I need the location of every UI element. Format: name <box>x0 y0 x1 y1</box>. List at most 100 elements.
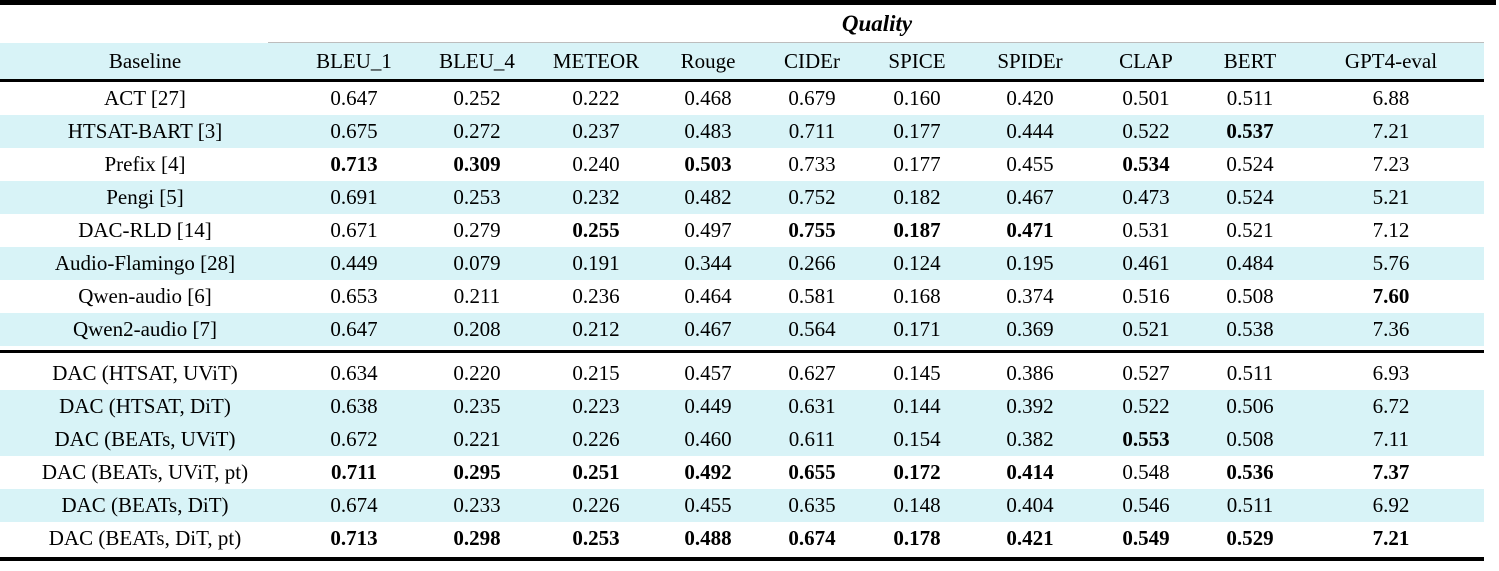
metric-cell: 0.638 <box>330 394 378 418</box>
metric-cell: 0.253 <box>572 526 620 550</box>
metric-cell: 0.503 <box>684 152 732 176</box>
metric-cell: 0.279 <box>453 218 501 242</box>
metric-cell: 0.674 <box>330 493 378 517</box>
baseline-cell: DAC (BEATs, DiT, pt) <box>48 526 242 550</box>
metric-cell: 0.266 <box>788 251 836 275</box>
metric-cell: 0.223 <box>572 394 620 418</box>
header-bottom-rule <box>0 79 1484 82</box>
metric-cell: 6.72 <box>1372 394 1410 418</box>
metric-cell: 0.171 <box>893 317 941 341</box>
metric-cell: 0.182 <box>893 185 941 209</box>
metric-cell: 0.713 <box>330 152 378 176</box>
metric-cell: 0.524 <box>1226 185 1274 209</box>
baseline-cell: Audio-Flamingo [28] <box>54 251 236 275</box>
metric-cell: 0.251 <box>572 460 620 484</box>
baseline-cell: Pengi [5] <box>106 185 184 209</box>
metric-cell: 0.511 <box>1226 493 1274 517</box>
metric-cell: 0.534 <box>1122 152 1170 176</box>
metric-cell: 0.497 <box>684 218 732 242</box>
metric-cell: 0.627 <box>788 361 836 385</box>
baseline-cell: ACT [27] <box>104 86 186 110</box>
metric-cell: 0.252 <box>453 86 501 110</box>
metric-cell: 7.21 <box>1372 119 1410 143</box>
metric-cell: 0.449 <box>684 394 732 418</box>
quality-group-header: Quality <box>841 10 913 36</box>
metric-cell: 0.691 <box>330 185 378 209</box>
metric-cell: 0.508 <box>1226 284 1274 308</box>
metric-cell: 0.168 <box>893 284 941 308</box>
metric-cell: 0.386 <box>1006 361 1054 385</box>
column-header-rouge: Rouge <box>680 48 736 73</box>
metric-cell: 0.755 <box>788 218 836 242</box>
metric-cell: 0.671 <box>330 218 378 242</box>
metric-cell: 0.212 <box>572 317 620 341</box>
baseline-cell: DAC-RLD [14] <box>78 218 212 242</box>
metric-cell: 0.449 <box>330 251 378 275</box>
baseline-cell: Qwen-audio [6] <box>78 284 212 308</box>
metric-cell: 0.506 <box>1226 394 1274 418</box>
metric-cell: 0.711 <box>330 460 378 484</box>
metric-cell: 0.272 <box>453 119 501 143</box>
table-row: Pengi [5] 0.691 0.253 0.232 0.482 0.752 0.182 0… <box>0 181 1484 214</box>
metric-cell: 7.11 <box>1373 427 1409 451</box>
metric-cell: 0.420 <box>1006 86 1054 110</box>
metric-cell: 0.177 <box>893 119 941 143</box>
metric-cell: 0.298 <box>453 526 501 550</box>
metric-cell: 0.468 <box>684 86 732 110</box>
metric-cell: 0.647 <box>330 86 378 110</box>
column-header-spice: SPICE <box>888 48 946 73</box>
metric-cell: 0.253 <box>453 185 501 209</box>
metric-cell: 0.344 <box>684 251 732 275</box>
metric-cell: 0.421 <box>1006 526 1054 550</box>
metric-cell: 0.457 <box>684 361 732 385</box>
metric-cell: 0.471 <box>1006 218 1054 242</box>
metric-cell: 7.36 <box>1372 317 1410 341</box>
metric-cell: 0.382 <box>1006 427 1054 451</box>
metric-cell: 0.467 <box>684 317 732 341</box>
metric-cell: 6.93 <box>1372 361 1410 385</box>
baseline-cell: DAC (HTSAT, DiT) <box>59 394 231 418</box>
metric-cell: 6.88 <box>1372 86 1410 110</box>
baseline-cell: DAC (BEATs, UViT, pt) <box>41 460 249 484</box>
metric-cell: 0.501 <box>1122 86 1170 110</box>
metric-cell: 0.191 <box>572 251 620 275</box>
metric-cell: 0.564 <box>788 317 836 341</box>
metric-cell: 0.529 <box>1226 526 1274 550</box>
table-row: DAC-RLD [14] 0.671 0.279 0.255 0.497 0.755 0.1… <box>0 214 1484 247</box>
metric-cell: 0.647 <box>330 317 378 341</box>
metric-cell: 0.215 <box>572 361 620 385</box>
metric-cell: 0.235 <box>453 394 501 418</box>
table-row: DAC (HTSAT, UViT) 0.634 0.220 0.215 0.457 0.6… <box>0 357 1484 390</box>
metric-cell: 0.467 <box>1006 185 1054 209</box>
metric-cell: 0.511 <box>1226 361 1274 385</box>
metric-cell: 7.21 <box>1372 526 1410 550</box>
metric-cell: 0.482 <box>684 185 732 209</box>
metric-cell: 0.222 <box>572 86 620 110</box>
metric-cell: 0.233 <box>453 493 501 517</box>
metric-cell: 0.414 <box>1006 460 1054 484</box>
metric-cell: 0.455 <box>684 493 732 517</box>
metric-cell: 0.404 <box>1006 493 1054 517</box>
metric-cell: 0.464 <box>684 284 732 308</box>
metric-cell: 0.483 <box>684 119 732 143</box>
metric-cell: 0.221 <box>453 427 501 451</box>
metric-cell: 0.511 <box>1226 86 1274 110</box>
metric-cell: 0.309 <box>453 152 501 176</box>
column-header-spider: SPIDEr <box>997 48 1063 73</box>
baseline-cell: Prefix [4] <box>104 152 186 176</box>
table-row: DAC (HTSAT, DiT) 0.638 0.235 0.223 0.449 0.63… <box>0 390 1484 423</box>
metric-cell: 0.611 <box>788 427 836 451</box>
metric-cell: 0.521 <box>1122 317 1170 341</box>
metric-cell: 0.711 <box>788 119 836 143</box>
baseline-cell: Qwen2-audio [7] <box>72 317 218 341</box>
metric-cell: 0.522 <box>1122 394 1170 418</box>
table-row: Audio-Flamingo [28] 0.449 0.079 0.191 0.344 0… <box>0 247 1484 280</box>
metric-cell: 0.548 <box>1122 460 1170 484</box>
metric-cell: 0.208 <box>453 317 501 341</box>
baseline-cell: DAC (BEATs, UViT) <box>54 427 236 451</box>
metric-cell: 0.237 <box>572 119 620 143</box>
table-row: DAC (BEATs, UViT, pt) 0.711 0.295 0.251 0.49… <box>0 456 1484 489</box>
metric-cell: 5.21 <box>1372 185 1410 209</box>
metric-cell: 0.549 <box>1122 526 1170 550</box>
metric-cell: 0.187 <box>893 218 941 242</box>
